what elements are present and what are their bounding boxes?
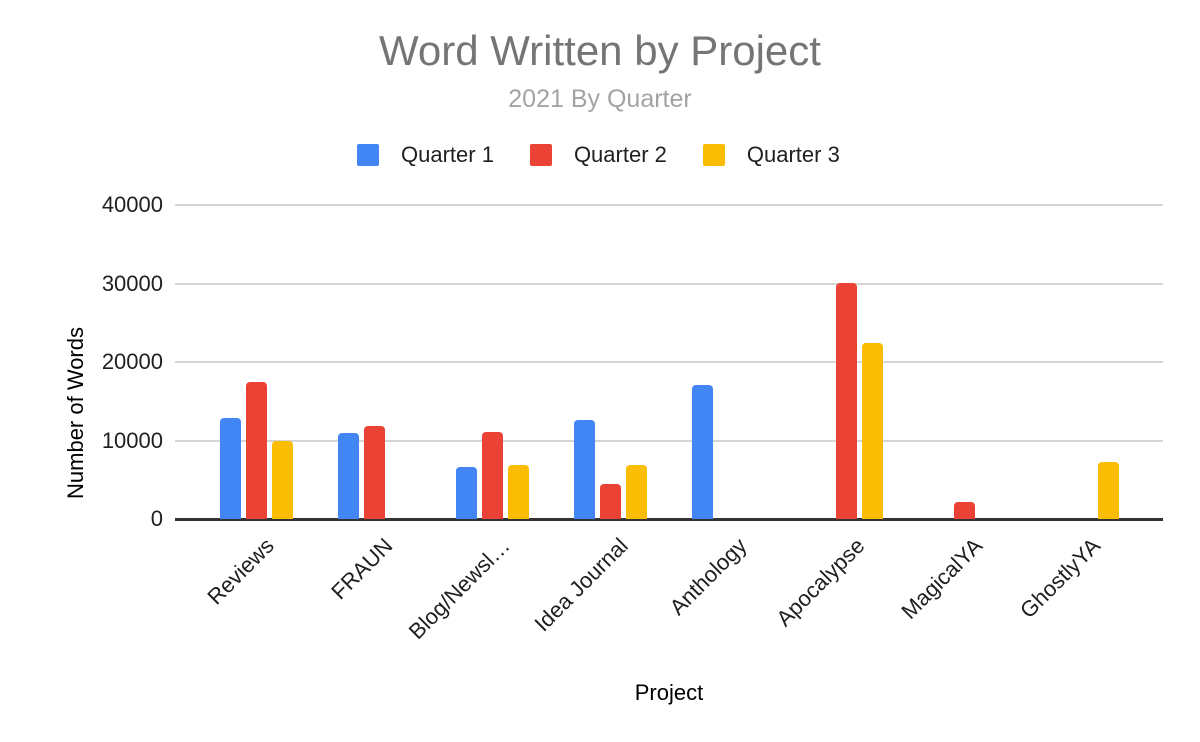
- x-tick-label-magicalya: MagicalYA: [896, 533, 988, 624]
- x-tick-label-anthology: Anthology: [664, 533, 752, 620]
- bar-quarter-1-fraun: [338, 433, 359, 519]
- x-axis-title: Project: [634, 680, 704, 705]
- legend-item-quarter-3: Quarter 3: [702, 142, 840, 167]
- x-tick-label-apocalypse: Apocalypse: [771, 533, 870, 632]
- legend-swatch-quarter-2: [529, 144, 552, 166]
- bar-quarter-2-reviews: [246, 382, 267, 519]
- bar-quarter-2-magicalya: [954, 502, 975, 519]
- chart-title: Word Written by Project: [379, 27, 821, 74]
- x-tick-label-ghostlyya: GhostlyYA: [1015, 533, 1106, 624]
- bar-quarter-2-blog-newsl: [482, 432, 503, 519]
- gridline-10000: [175, 439, 1163, 442]
- x-tick-label-fraun: FRAUN: [325, 533, 398, 605]
- bar-quarter-3-blog-newsl: [508, 465, 529, 519]
- bar-quarter-2-fraun: [364, 426, 385, 519]
- x-axis-line: [175, 517, 1163, 521]
- legend-label-quarter-3: Quarter 3: [746, 142, 840, 167]
- bar-quarter-1-anthology: [692, 385, 713, 519]
- x-tick-label-reviews: Reviews: [202, 533, 280, 610]
- bar-quarter-3-reviews: [272, 441, 293, 519]
- bar-quarter-3-ghostlyya: [1098, 462, 1119, 519]
- gridline-40000: [175, 204, 1163, 206]
- bar-quarter-1-blog-newsl: [456, 467, 477, 519]
- legend-item-quarter-2: Quarter 2: [529, 142, 667, 167]
- y-tick-label-10000: 10000: [101, 428, 163, 453]
- y-tick-label-40000: 40000: [101, 192, 163, 217]
- y-tick-label-0: 0: [150, 506, 163, 531]
- gridline-20000: [175, 361, 1163, 363]
- bar-quarter-1-reviews: [220, 418, 241, 519]
- y-tick-label-20000: 20000: [101, 349, 163, 374]
- legend-swatch-quarter-1: [357, 144, 379, 166]
- x-tick-label-idea-journal: Idea Journal: [529, 533, 634, 637]
- legend-swatch-quarter-3: [702, 144, 725, 166]
- bar-quarter-2-idea-journal: [600, 484, 621, 519]
- gridline-30000: [175, 282, 1163, 285]
- bar-quarter-3-idea-journal: [626, 465, 647, 519]
- bar-quarter-2-apocalypse: [836, 283, 857, 519]
- chart-subtitle: 2021 By Quarter: [508, 85, 692, 113]
- bar-quarter-3-apocalypse: [862, 343, 883, 519]
- x-tick-label-blog-newsl: Blog/Newsl…: [404, 533, 516, 645]
- y-tick-label-30000: 30000: [101, 271, 163, 296]
- bar-quarter-1-idea-journal: [574, 420, 595, 519]
- legend: Quarter 1 Quarter 2 Quarter 3: [357, 144, 876, 166]
- legend-label-quarter-1: Quarter 1: [401, 142, 494, 167]
- legend-item-quarter-1: Quarter 1: [357, 144, 494, 166]
- legend-label-quarter-2: Quarter 2: [573, 142, 667, 167]
